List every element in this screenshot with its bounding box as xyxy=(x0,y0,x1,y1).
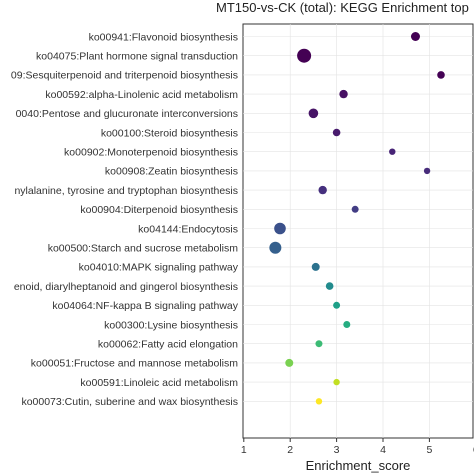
data-point-12 xyxy=(311,262,320,271)
category-label-5: ko00100:Steroid biosynthesis xyxy=(101,127,238,139)
x-axis-ticks: 1 2 3 4 5 6 xyxy=(241,438,474,456)
data-point-7 xyxy=(423,167,431,175)
x-tick-label-1: 2 xyxy=(287,444,293,456)
category-label-8: nylalanine, tyrosine and tryptophan bios… xyxy=(14,185,238,197)
category-label-4: 0040:Pentose and glucuronate interconver… xyxy=(16,108,238,120)
data-point-13 xyxy=(325,282,334,290)
category-label-9: ko00904:Diterpenoid biosynthesis xyxy=(80,204,238,216)
data-point-19 xyxy=(315,398,323,405)
category-label-0: ko00941:Flavonoid biosynthesis xyxy=(89,31,238,43)
category-labels: ko00941:Flavonoid biosynthesis ko04075:Pl… xyxy=(11,31,239,408)
grid-lines xyxy=(243,24,473,438)
data-point-15 xyxy=(343,321,351,328)
category-label-1: ko04075:Plant hormone signal transductio… xyxy=(36,51,238,63)
category-label-10: ko04144:Endocytosis xyxy=(138,223,238,235)
x-tick-label-5: 6 xyxy=(473,444,474,456)
category-label-16: ko00062:Fatty acid elongation xyxy=(98,339,238,351)
x-tick-label-4: 5 xyxy=(426,444,432,456)
data-point-8 xyxy=(318,185,327,195)
category-label-7: ko00908:Zeatin biosynthesis xyxy=(105,166,238,178)
data-point-6 xyxy=(389,148,396,155)
category-label-14: ko04064:NF-kappa B signaling pathway xyxy=(52,300,238,312)
x-tick-label-0: 1 xyxy=(241,444,247,456)
category-label-11: ko00500:Starch and sucrose metabolism xyxy=(48,243,239,255)
data-point-11 xyxy=(269,241,282,254)
data-point-10 xyxy=(274,222,286,235)
x-tick-label-2: 3 xyxy=(334,444,340,456)
data-point-9 xyxy=(351,205,359,213)
data-point-1 xyxy=(297,48,312,63)
data-point-5 xyxy=(332,128,341,137)
data-point-17 xyxy=(285,358,294,367)
category-label-15: ko00300:Lysine biosynthesis xyxy=(104,319,238,331)
category-label-17: ko00051:Fructose and mannose metabolism xyxy=(31,358,238,370)
chart-title: MT150-vs-CK (total): KEGG Enrichment top xyxy=(216,0,469,15)
data-point-14 xyxy=(333,301,341,309)
category-label-13: enoid, diarylheptanoid and gingerol bios… xyxy=(14,281,238,293)
x-tick-label-3: 4 xyxy=(380,444,386,456)
data-point-18 xyxy=(333,378,340,386)
category-label-3: ko00592:alpha-Linolenic acid metabolism xyxy=(45,89,238,101)
category-label-2: 09:Sesquiterpenoid and triterpenoid bios… xyxy=(11,70,238,82)
category-label-6: ko00902:Monoterpenoid biosynthesis xyxy=(64,147,238,159)
data-point-4 xyxy=(308,108,319,119)
data-point-2 xyxy=(437,71,445,79)
data-points xyxy=(269,32,445,405)
category-label-19: ko00073:Cutin, suberine and wax biosynth… xyxy=(21,396,238,408)
category-label-12: ko04010:MAPK signaling pathway xyxy=(79,262,239,274)
data-point-0 xyxy=(410,32,420,41)
category-label-18: ko00591:Linoleic acid metabolism xyxy=(80,377,238,389)
data-point-16 xyxy=(315,340,323,348)
x-axis-title: Enrichment_score xyxy=(306,458,411,473)
data-point-3 xyxy=(339,89,348,99)
